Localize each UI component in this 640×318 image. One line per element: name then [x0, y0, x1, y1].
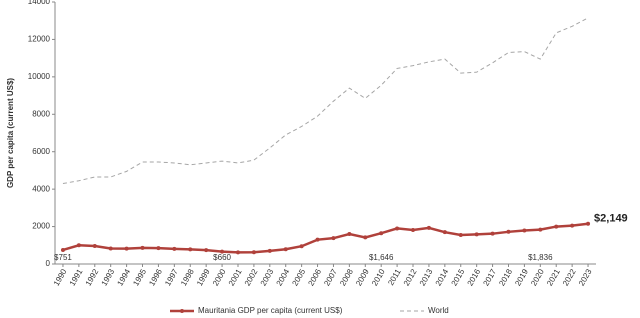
point — [331, 236, 336, 241]
point — [442, 230, 447, 235]
point — [235, 250, 240, 255]
x-tick-label: 2007 — [322, 267, 339, 287]
x-tick-label: 1998 — [179, 267, 196, 287]
point — [411, 227, 416, 232]
x-tick-label: 2012 — [402, 267, 419, 287]
series-line — [62, 17, 589, 185]
point — [188, 247, 193, 252]
point — [140, 245, 145, 250]
point — [267, 248, 272, 253]
value-label: $751 — [54, 253, 72, 262]
point — [522, 228, 527, 233]
series-line — [62, 222, 589, 254]
value-label: $660 — [213, 253, 231, 262]
x-tick-label: 2017 — [481, 267, 498, 287]
x-tick-label: 2019 — [513, 267, 530, 287]
x-tick-label: 1993 — [100, 267, 117, 287]
y-tick-label: 10000 — [28, 72, 51, 81]
point — [474, 232, 479, 237]
y-tick-label: 14000 — [28, 0, 51, 6]
x-tick-label: 2000 — [211, 267, 228, 287]
point — [347, 232, 352, 237]
x-tick-label: 2009 — [354, 267, 371, 287]
point — [108, 246, 113, 251]
value-label: $1,836 — [528, 253, 553, 262]
x-tick-label: 2002 — [243, 267, 260, 287]
x-tick-label: 2015 — [450, 267, 467, 287]
x-tick-label: 1999 — [195, 267, 212, 287]
x-tick-label: 1995 — [131, 267, 148, 287]
point — [60, 247, 65, 252]
x-tick-label: 2011 — [386, 267, 403, 287]
x-tick-label: 2005 — [290, 267, 307, 287]
point — [172, 246, 177, 251]
y-tick-label: 4000 — [32, 184, 50, 193]
legend-label: Mauritania GDP per capita (current US$) — [198, 306, 343, 315]
x-tick-label: 1991 — [68, 267, 85, 287]
point — [92, 244, 97, 249]
point — [395, 226, 400, 231]
x-tick-label: 2013 — [418, 267, 435, 287]
point — [426, 225, 431, 230]
x-tick-label: 1992 — [84, 267, 101, 287]
x-tick-label: 2016 — [466, 267, 483, 287]
point — [363, 235, 368, 240]
point — [570, 223, 575, 228]
point — [124, 246, 129, 251]
x-tick-label: 2018 — [497, 267, 514, 287]
x-tick-label: 1996 — [147, 267, 164, 287]
point — [379, 231, 384, 236]
point — [220, 249, 225, 254]
point — [315, 237, 320, 242]
y-tick-label: 6000 — [32, 147, 50, 156]
point — [156, 246, 161, 251]
x-tick-label: 1994 — [115, 267, 132, 287]
x-tick-label: 2014 — [434, 267, 451, 287]
point — [490, 231, 495, 236]
y-tick-label: 8000 — [32, 109, 50, 118]
x-tick-label: 1990 — [52, 267, 69, 287]
legend-label: World — [428, 306, 449, 315]
x-tick-label: 2020 — [529, 267, 546, 287]
x-tick-label: 2001 — [227, 267, 244, 287]
value-label: $2,149 — [594, 213, 628, 225]
x-tick-label: 2006 — [306, 267, 323, 287]
y-tick-label: 12000 — [28, 35, 51, 44]
x-tick-label: 2022 — [561, 267, 578, 287]
x-tick-label: 2023 — [577, 267, 594, 287]
x-tick-label: 2003 — [259, 267, 276, 287]
x-tick-label: 2004 — [275, 267, 292, 287]
point — [76, 243, 81, 248]
y-tick-label: 0 — [46, 259, 51, 268]
value-label: $1,646 — [369, 253, 394, 262]
x-tick-label: 2010 — [370, 267, 387, 287]
point — [586, 221, 591, 226]
point — [204, 248, 209, 253]
y-tick-label: 2000 — [32, 222, 50, 231]
point — [458, 232, 463, 237]
x-tick-label: 2021 — [545, 267, 562, 287]
point — [251, 250, 256, 255]
legend-marker — [180, 309, 184, 313]
point — [299, 244, 304, 249]
point — [538, 227, 543, 232]
x-tick-label: 1997 — [163, 267, 180, 287]
point — [283, 247, 288, 252]
y-axis-title: GDP per capita (current US$) — [6, 78, 15, 188]
point — [506, 229, 511, 234]
point — [554, 224, 559, 229]
x-tick-label: 2008 — [338, 267, 355, 287]
